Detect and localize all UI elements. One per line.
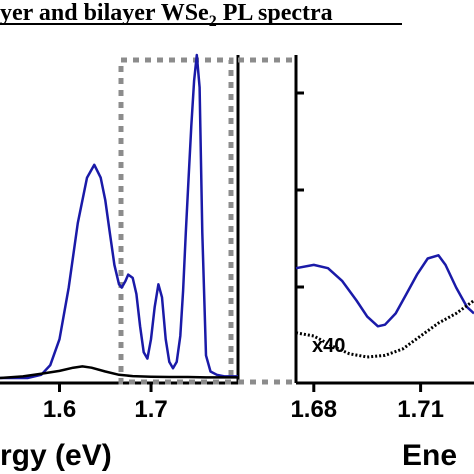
left-panel: 1.6 1.7 rgy (eV) — [0, 53, 240, 472]
x-tick-label: 1.68 — [290, 396, 337, 423]
x40-annotation: x40 — [312, 335, 345, 357]
series-line-0 — [295, 254, 474, 328]
left-plot-area — [0, 53, 238, 380]
figure-title: yer and bilayer WSe2 PL spectra — [0, 0, 402, 30]
right-x-axis-label: Ene — [402, 439, 457, 472]
title-subscript: 2 — [209, 13, 217, 30]
series-line-1 — [295, 299, 474, 359]
series-line-1 — [0, 365, 238, 380]
series-line-0 — [0, 53, 238, 380]
right-plot-area — [295, 254, 474, 359]
x-tick-label: 1.6 — [43, 396, 76, 423]
title-tail: PL spectra — [217, 0, 333, 26]
x-tick-label: 1.71 — [397, 396, 444, 423]
left-x-axis-label: rgy (eV) — [0, 439, 112, 472]
left-x-ticks: 1.6 1.7 — [43, 383, 168, 423]
right-x-ticks: 1.68 1.71 — [290, 383, 444, 423]
svg-text:yer and bilayer WSe2 PL spectr: yer and bilayer WSe2 PL spectra — [0, 0, 333, 30]
right-panel: 1.68 1.71 x40 Ene — [290, 55, 474, 472]
x-tick-label: 1.7 — [134, 396, 167, 423]
zoom-box — [118, 57, 234, 385]
title-main: yer and bilayer WSe — [0, 0, 209, 26]
